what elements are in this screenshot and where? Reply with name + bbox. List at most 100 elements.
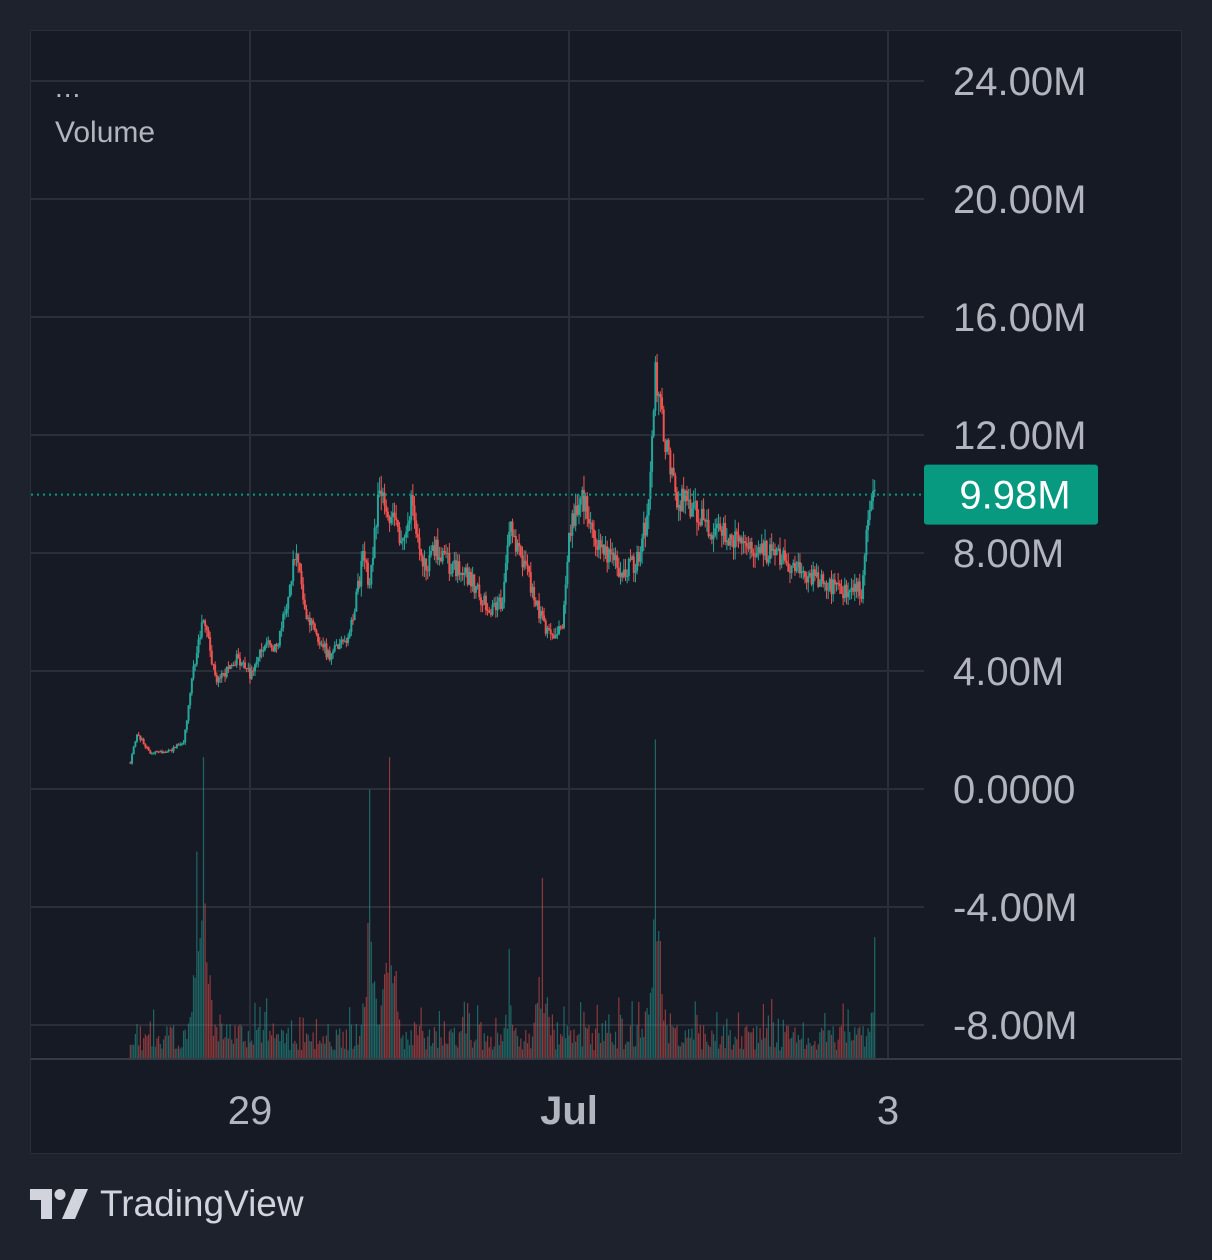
volume-bar [815, 1049, 818, 1058]
volume-bar [247, 1031, 249, 1058]
candle-body [361, 551, 364, 561]
candle-body [373, 527, 376, 558]
volume-bar [413, 1022, 416, 1058]
volume-bar [614, 1031, 617, 1058]
y-tick-label: 24.00M [953, 60, 1086, 104]
candle-body [298, 562, 301, 572]
candle-body [270, 644, 273, 648]
volume-bar [606, 1032, 608, 1058]
volume-bar [254, 1002, 256, 1058]
volume-bar [491, 1049, 494, 1058]
volume-bar [486, 1035, 489, 1058]
volume-bar [405, 1031, 407, 1058]
candle-body [131, 754, 134, 764]
candle-body [436, 539, 439, 560]
candle-body [855, 583, 858, 592]
candle-body [513, 535, 516, 537]
candle-body [559, 626, 562, 628]
volume-bar [300, 1050, 303, 1058]
volume-bar [674, 1028, 676, 1058]
candle-body [629, 558, 632, 560]
candle-body [157, 751, 160, 753]
volume-bar [463, 1001, 465, 1058]
volume-bar [314, 1049, 316, 1058]
volume-bar [267, 1040, 269, 1058]
volume-bar [711, 1030, 713, 1058]
candle-body [451, 563, 454, 573]
candle-body [185, 720, 188, 730]
candle-body [415, 520, 418, 534]
candle-body [388, 517, 391, 524]
candle-body [682, 488, 685, 502]
volume-bar [673, 1027, 675, 1058]
volume-bar [797, 1035, 799, 1058]
candle-body [558, 626, 561, 635]
volume-bar [638, 1001, 640, 1058]
volume-bar [575, 1041, 577, 1058]
candle-body [366, 562, 369, 585]
candle-body [873, 489, 876, 492]
volume-bar [290, 1020, 293, 1058]
volume-bar [631, 1001, 633, 1058]
candle-body [720, 530, 723, 536]
candle-body [141, 739, 144, 741]
candle-body [315, 630, 318, 635]
candle-body [450, 572, 453, 574]
volume-bar [226, 1024, 228, 1058]
volume-bar [772, 1022, 774, 1058]
candle-body [476, 584, 479, 587]
candle-body [169, 749, 172, 751]
volume-bar [719, 1044, 721, 1058]
volume-bar [732, 1044, 735, 1058]
candle-body [764, 541, 767, 556]
candle-body [460, 572, 463, 575]
volume-bar [802, 1022, 804, 1058]
volume-bar [136, 1024, 138, 1058]
candle-body [262, 650, 265, 652]
tradingview-brand[interactable]: TradingView [30, 1183, 304, 1224]
volume-bar [594, 1028, 597, 1058]
candle-body [757, 547, 760, 553]
volume-bar [475, 1039, 477, 1058]
candle-body [145, 747, 148, 749]
volume-bar [460, 1030, 462, 1058]
candle-body [356, 580, 359, 592]
volume-bar [761, 1039, 763, 1058]
candle-body [263, 645, 266, 651]
candle-body [712, 535, 715, 540]
candle-body [582, 489, 585, 512]
volume-bar [211, 999, 213, 1058]
candle-body [327, 650, 330, 658]
candle-body [155, 751, 158, 753]
volume-bar [275, 1034, 278, 1058]
candle-body [524, 560, 527, 564]
candle-body [556, 634, 559, 636]
volume-bar [309, 1041, 311, 1058]
candle-body [837, 582, 840, 584]
volume-bar [420, 1007, 422, 1058]
volume-bar [395, 970, 397, 1058]
volume-bar [478, 1024, 480, 1058]
volume-bar [270, 1035, 273, 1058]
candle-body [317, 634, 320, 642]
candle-body [303, 599, 306, 609]
y-axis: 24.00M 20.00M 16.00M 12.00M 8.00M 4.00M 0.0000… [953, 60, 1086, 1048]
volume-bar [139, 1026, 141, 1058]
candle-body [639, 551, 642, 562]
candle-body [642, 522, 645, 539]
volume-bar [621, 1018, 623, 1058]
candle-body [744, 541, 747, 544]
candle-body [518, 542, 521, 547]
candle-body [352, 619, 355, 621]
candle-body [782, 550, 785, 560]
legend-more-indicator[interactable]: ... [55, 72, 82, 103]
candle-body [579, 498, 582, 505]
candle-body [240, 662, 243, 666]
volume-bar [154, 1046, 156, 1058]
candle-body [400, 540, 403, 544]
volume-bar [701, 1049, 703, 1058]
volume-bar [752, 1027, 755, 1058]
candle-body [380, 490, 383, 496]
candle-body [376, 494, 379, 527]
